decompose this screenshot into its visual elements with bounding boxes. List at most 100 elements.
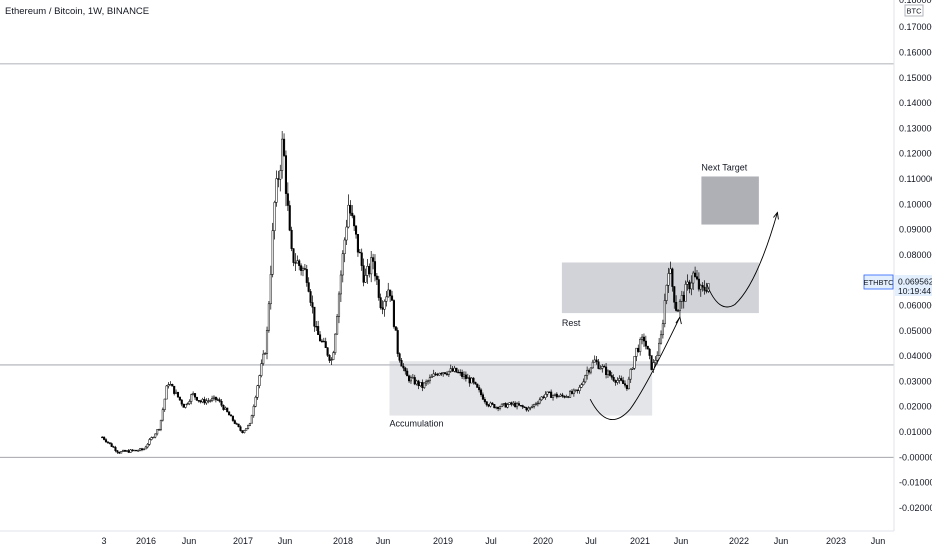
x-tick-label: Jul [485,536,497,546]
candle [368,263,370,277]
x-tick-label: Jun [182,536,197,546]
candle [662,320,664,339]
candle [679,299,681,317]
candle [520,405,522,406]
price-tag-symbol: ETHBTC [864,278,895,287]
x-tick-label: 2020 [533,536,553,546]
candle [143,448,145,450]
candle [302,267,304,277]
candle [105,438,107,443]
candle [200,400,202,404]
x-tick-label: 3 [101,536,106,546]
annotation-label: Next Target [701,162,747,172]
candle [300,263,302,275]
candle [225,406,227,409]
candle [365,269,367,283]
y-tick-label: 0.180000 [899,0,932,5]
candle [276,171,278,207]
candle [270,266,272,310]
candle [153,437,155,439]
candle [651,355,653,370]
candle [226,408,228,413]
x-tick-label: 2016 [136,536,156,546]
candle [223,404,225,410]
candle [202,398,204,403]
y-tick-label: 0.010000 [899,427,932,437]
candle [126,450,128,452]
candle [189,399,191,405]
candle [584,375,586,384]
candle [101,436,103,438]
candle [399,352,401,362]
candle [219,398,221,403]
candle [230,414,232,416]
candle [636,348,638,361]
candle [380,294,382,310]
candle [228,411,230,415]
candle [278,171,280,187]
candle [321,339,323,343]
candle [338,291,340,323]
candle [198,400,200,402]
candle [391,291,393,301]
candle [304,264,306,270]
candle [145,446,147,449]
candle [660,330,662,344]
candle [285,151,287,207]
candle [594,355,596,362]
candle [323,338,325,342]
candle [384,299,386,316]
candle [274,201,276,240]
candle [124,450,126,452]
candle [240,425,242,431]
candle [122,450,124,452]
candle [592,360,594,369]
candle [401,358,403,366]
candle [376,273,378,285]
price-axis[interactable]: 0.1700000.1600000.1500000.1400000.130000… [899,0,932,513]
candle [350,200,352,216]
x-tick-label: Jun [774,536,789,546]
candle [423,382,425,389]
candle [261,359,263,377]
candle [141,448,143,451]
zone-rest [562,262,759,313]
candle [217,398,219,401]
candle [147,443,149,448]
candle [120,451,122,453]
candle [262,350,264,366]
candle [456,368,458,373]
candle [334,333,336,355]
candle [130,449,132,453]
candle [317,321,319,335]
x-tick-label: Jun [674,536,689,546]
candle [387,283,389,298]
candle [327,347,329,357]
candle [236,423,238,425]
price-tag-value: 0.069562 [898,277,932,287]
candle [344,237,346,262]
candle [173,386,175,395]
candle [372,254,374,269]
price-tag[interactable]: ETHBTC 0.069562 10:19:44 [864,275,932,296]
candle [634,356,636,370]
currency-box: BTC [905,5,923,16]
candle [331,357,333,365]
chart-title: Ethereum / Bitcoin, 1W, BINANCE [5,6,149,17]
candle [319,331,321,341]
candle [609,370,611,376]
candle [637,345,639,353]
candle [107,441,109,444]
candle [179,397,181,401]
candle [363,259,365,287]
price-tag-countdown: 10:19:44 [898,286,931,296]
candle [206,398,208,405]
candle [329,354,331,363]
candle [115,446,117,452]
